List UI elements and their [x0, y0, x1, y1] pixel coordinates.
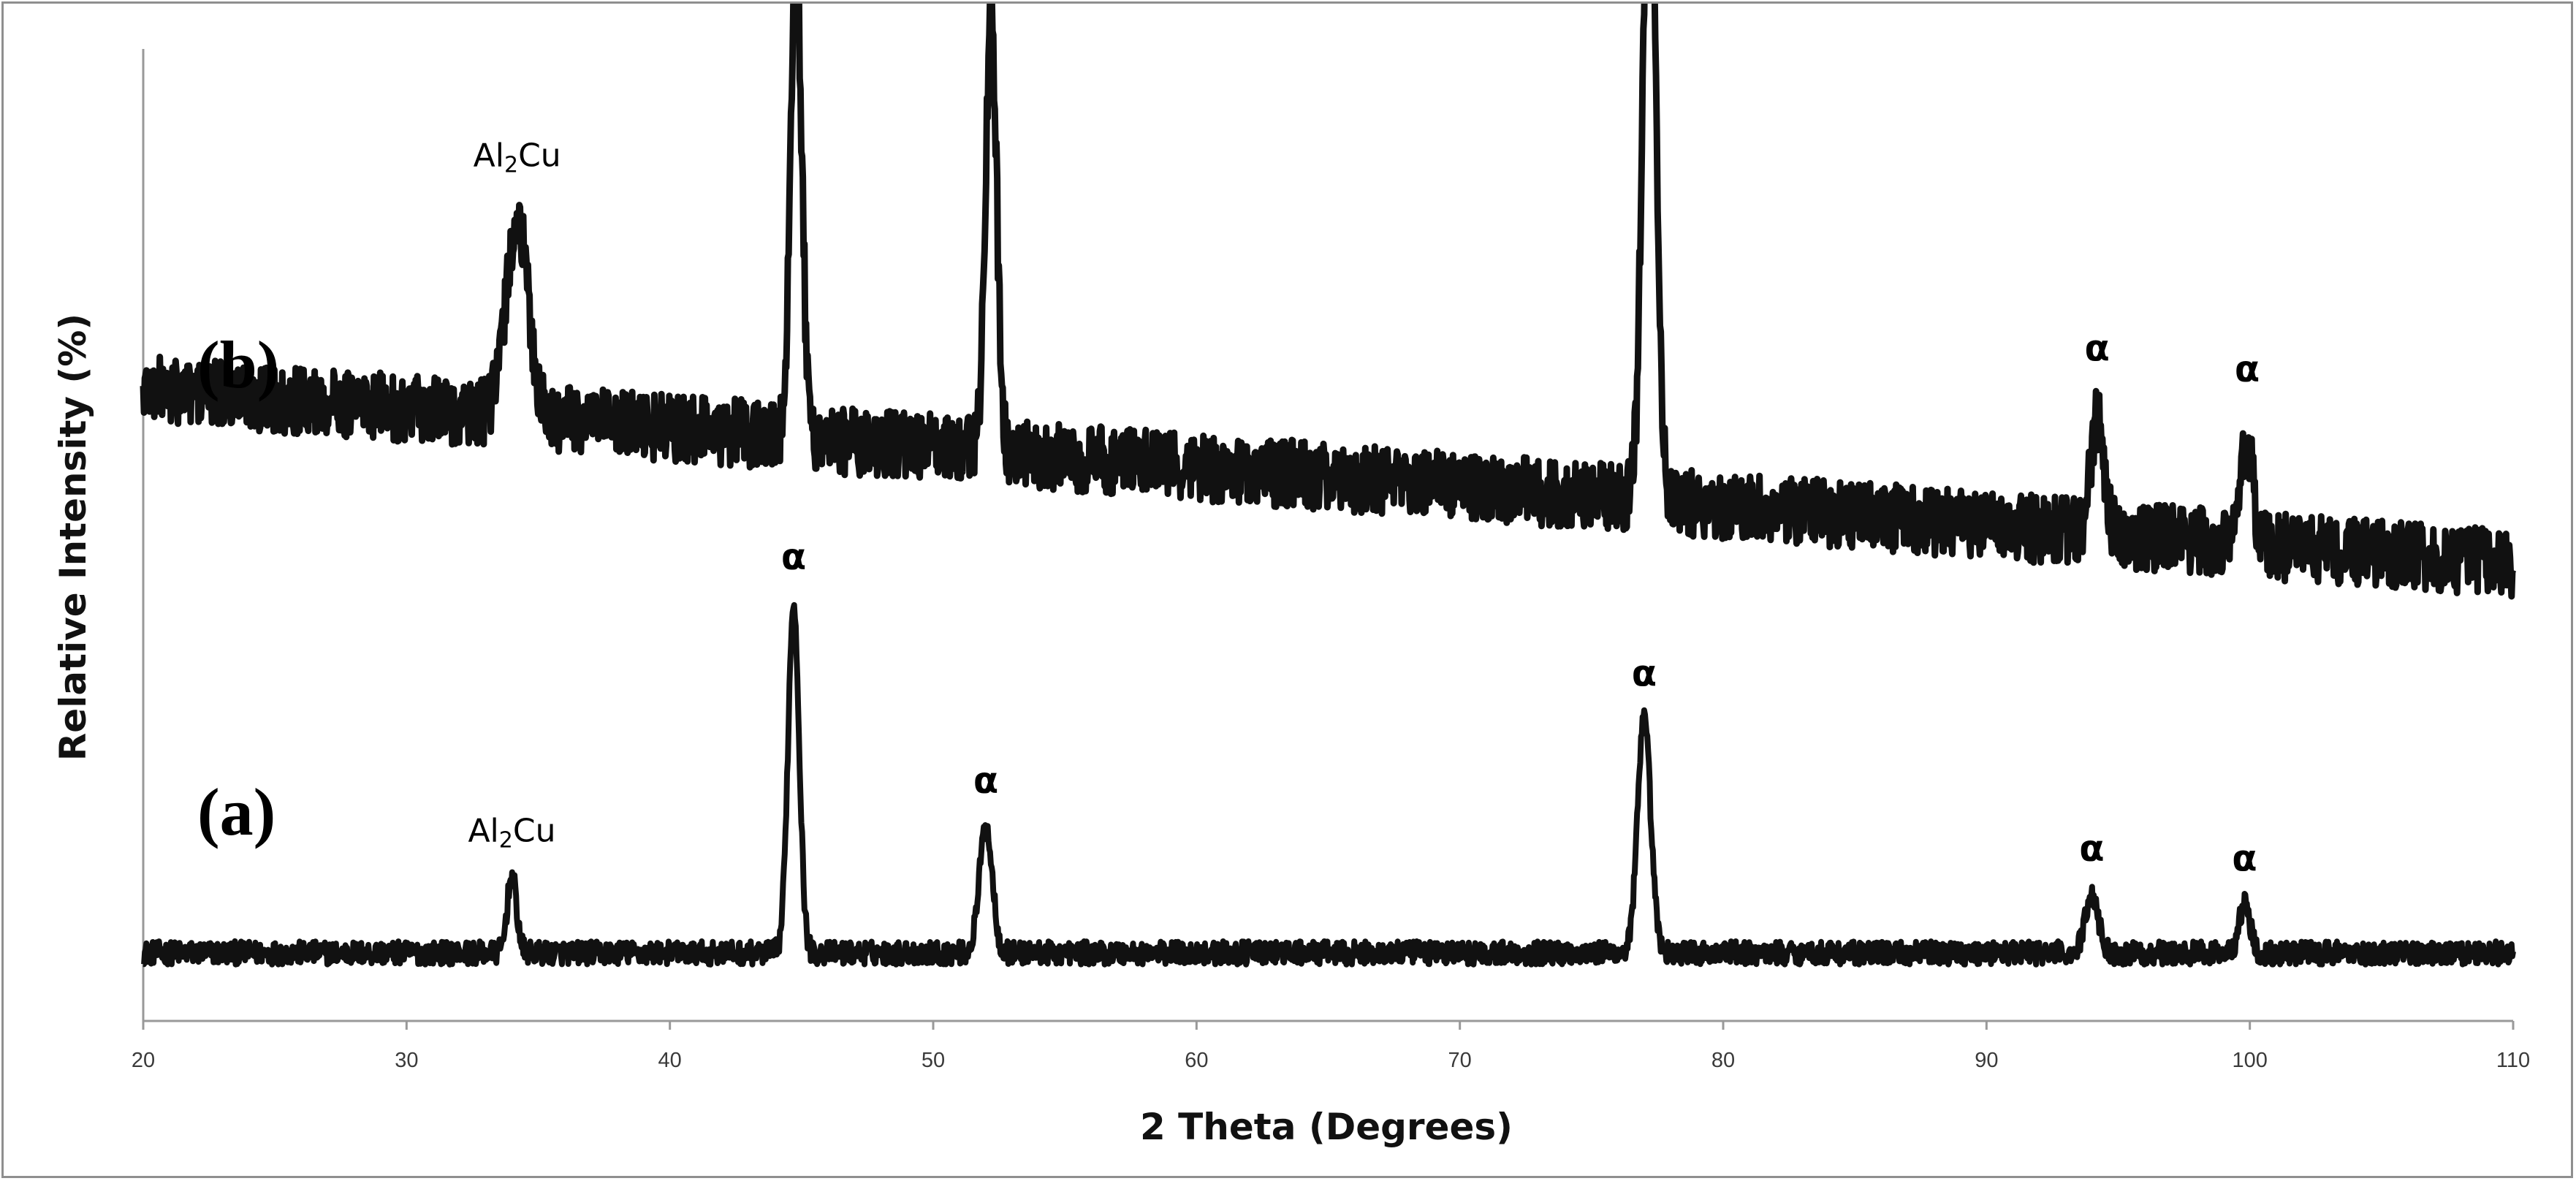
x-tick-label: 40 — [658, 1049, 682, 1072]
x-tick-label: 70 — [1448, 1049, 1472, 1072]
peak-label-alpha: α — [781, 536, 806, 578]
x-tick-group: 20 30 40 50 60 70 80 90 100 110 — [132, 1021, 2530, 1072]
peak-label-alpha: α — [1632, 653, 1657, 695]
peak-label-al2cu: Al2Cu — [468, 813, 555, 854]
x-tick-label: 110 — [2496, 1049, 2530, 1072]
peak-label-alpha: α — [973, 759, 998, 802]
xrd-chart: 20 30 40 50 60 70 80 90 100 110 Al2Cu α α α α α Al2Cu α α… — [52, 4, 2530, 1148]
series-b-group — [140, 4, 2517, 600]
x-axis-title: 2 Theta (Degrees) — [1140, 1106, 1513, 1148]
x-tick-label: 20 — [132, 1049, 155, 1072]
peak-label-group: Al2CuαααααAl2Cuααααα — [468, 137, 2260, 880]
peak-label-alpha: α — [2232, 837, 2257, 879]
x-tick-label: 80 — [1711, 1049, 1735, 1072]
panel-label-b: (b) — [197, 327, 279, 402]
series-b-line — [140, 4, 2517, 600]
x-tick-label: 100 — [2232, 1049, 2267, 1072]
x-tick-label: 60 — [1185, 1049, 1208, 1072]
series-a-group — [141, 601, 2516, 968]
panel-label-a: (a) — [197, 775, 276, 849]
peak-label-alpha: α — [2084, 327, 2109, 370]
series-a-line — [141, 601, 2516, 968]
peak-label-alpha: α — [2235, 348, 2260, 390]
y-axis-title: Relative Intensity (%) — [52, 314, 94, 761]
x-tick-label: 90 — [1975, 1049, 1998, 1072]
peak-label-al2cu: Al2Cu — [474, 137, 561, 178]
x-tick-label: 50 — [922, 1049, 945, 1072]
peak-label-alpha: α — [2079, 827, 2104, 870]
x-tick-label: 30 — [395, 1049, 418, 1072]
